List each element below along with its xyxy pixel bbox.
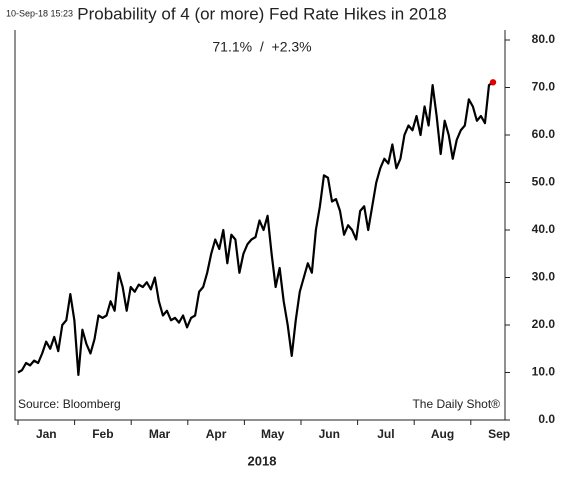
y-tick-label: 50.0 [532, 175, 556, 189]
x-axis-title: 2018 [248, 453, 277, 468]
x-tick-label: Feb [92, 427, 113, 441]
y-tick-label: 60.0 [532, 127, 556, 141]
y-tick-label: 70.0 [532, 80, 556, 94]
source: Source: Bloomberg [18, 397, 121, 411]
plot-frame [14, 30, 506, 421]
x-tick-label: Jan [36, 427, 57, 441]
y-tick-label: 0.0 [538, 412, 555, 426]
x-tick-label: Sep [488, 427, 510, 441]
x-tick-label: Aug [431, 427, 454, 441]
y-tick-label: 10.0 [532, 365, 556, 379]
timestamp: 10-Sep-18 15:23 [6, 8, 73, 18]
y-tick-label: 30.0 [532, 270, 556, 284]
x-tick-label: Mar [149, 427, 171, 441]
last-point [489, 79, 497, 86]
credit: The Daily Shot® [412, 397, 500, 411]
subtitle: 71.1% / +2.3% [212, 39, 311, 55]
chart-title: Probability of 4 (or more) Fed Rate Hike… [77, 4, 446, 23]
x-tick-label: May [261, 427, 285, 441]
y-tick-label: 20.0 [532, 317, 556, 331]
data-line [17, 81, 494, 376]
y-tick-label: 40.0 [532, 222, 556, 236]
x-tick-label: Jul [377, 427, 394, 441]
x-tick-label: Apr [206, 427, 227, 441]
y-tick-label: 80.0 [532, 32, 556, 46]
x-tick-label: Jun [319, 427, 340, 441]
